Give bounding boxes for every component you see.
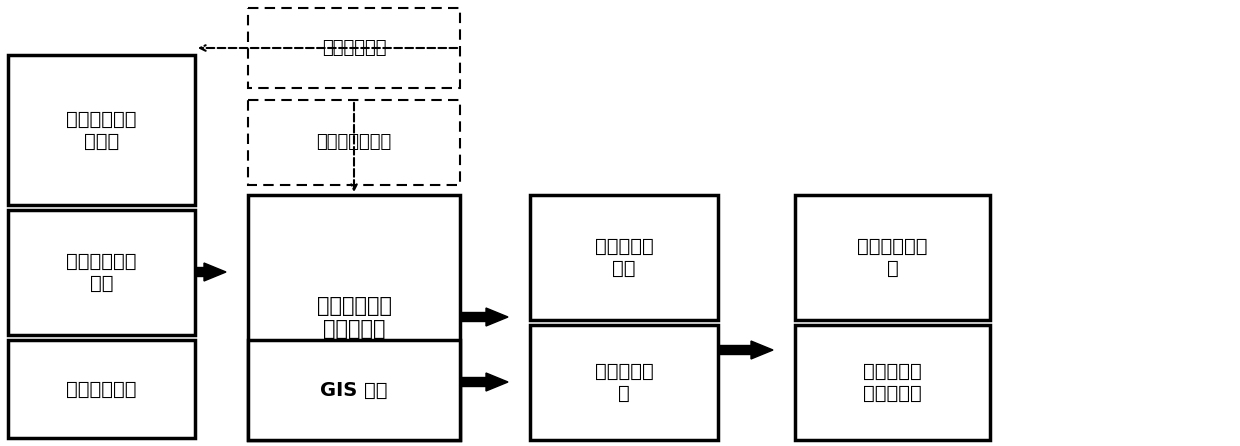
Bar: [7, 210, 195, 335]
Text: 计算泥沙淤
积量: 计算泥沙淤 积量: [595, 237, 653, 278]
Text: 计算促淤面
积: 计算促淤面 积: [595, 362, 653, 403]
Bar: [795, 325, 990, 440]
Text: GIS 工具: GIS 工具: [320, 380, 388, 400]
Bar: [248, 195, 460, 440]
Bar: [248, 100, 460, 185]
Text: 考虑变化糙率: 考虑变化糙率: [321, 39, 386, 57]
Text: 考虑季节含沙量: 考虑季节含沙量: [316, 133, 392, 152]
FancyArrow shape: [460, 373, 508, 391]
Text: 建立及验证潮
流模型: 建立及验证潮 流模型: [66, 110, 136, 150]
Bar: [248, 8, 460, 88]
Text: 计算波浪辐射
应力: 计算波浪辐射 应力: [66, 252, 136, 293]
Bar: [529, 195, 718, 320]
FancyArrow shape: [460, 308, 508, 326]
Bar: [795, 195, 990, 320]
Bar: [248, 340, 460, 440]
Bar: [7, 340, 195, 438]
Text: 泥沙粒径分组: 泥沙粒径分组: [66, 380, 136, 398]
Bar: [529, 325, 718, 440]
Text: 地貌变化对
水动力反馈: 地貌变化对 水动力反馈: [863, 362, 921, 403]
Bar: [7, 55, 195, 205]
FancyArrow shape: [718, 341, 773, 359]
Text: 计算有效促淤
量: 计算有效促淤 量: [857, 237, 928, 278]
FancyArrow shape: [195, 263, 226, 281]
Text: 建立及验证波
流泥沙模型: 建立及验证波 流泥沙模型: [316, 296, 392, 339]
